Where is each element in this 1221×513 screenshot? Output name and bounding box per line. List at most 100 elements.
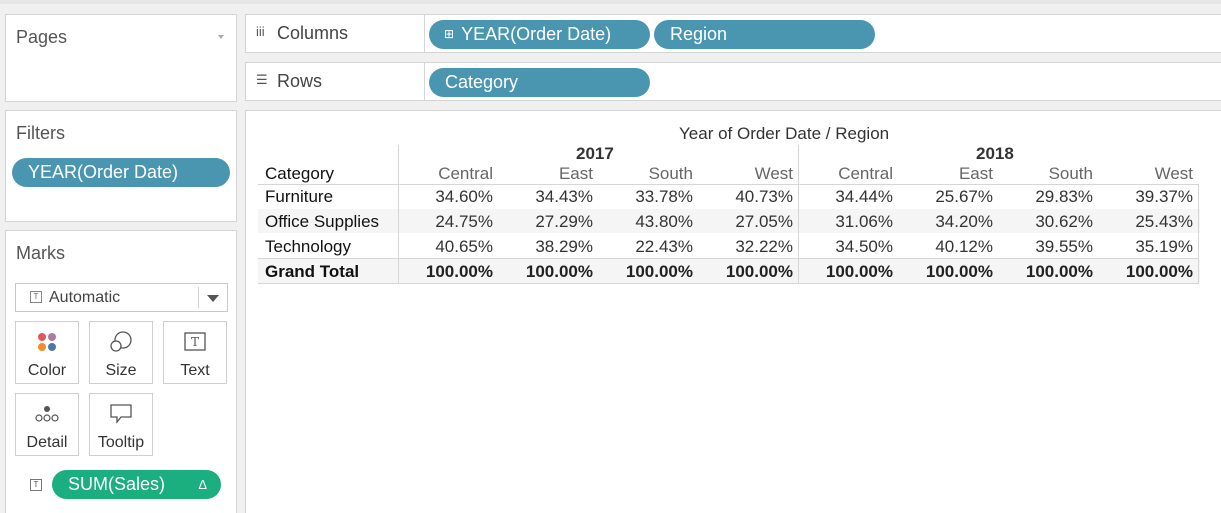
grid-line: [258, 258, 1199, 259]
table-cell[interactable]: 39.55%: [1035, 237, 1093, 256]
row-label-office-supplies[interactable]: Office Supplies: [265, 212, 380, 231]
chevron-down-icon[interactable]: [218, 35, 224, 39]
table-cell-total[interactable]: 100.00%: [925, 262, 993, 281]
table-cell[interactable]: 40.65%: [435, 237, 493, 256]
size-button[interactable]: Size: [89, 321, 153, 384]
filter-pill-label: YEAR(Order Date): [28, 162, 179, 182]
year-header-2017[interactable]: 2017: [576, 144, 614, 163]
table-cell-total[interactable]: 100.00%: [625, 262, 693, 281]
table-cell[interactable]: 34.60%: [435, 187, 493, 206]
region-header[interactable]: East: [958, 164, 993, 183]
table-cell[interactable]: 43.80%: [635, 212, 693, 231]
region-header[interactable]: West: [1154, 164, 1193, 183]
sum-sales-label: SUM(Sales): [68, 474, 166, 494]
view-canvas: Year of Order Date / Region 2017 2018 Ca…: [245, 110, 1221, 513]
category-header[interactable]: Category: [265, 164, 334, 183]
rows-label: Rows: [277, 71, 323, 91]
color-icon: [16, 331, 78, 353]
color-button[interactable]: Color: [15, 321, 79, 384]
table-cell[interactable]: 35.19%: [1135, 237, 1193, 256]
table-cell[interactable]: 39.37%: [1135, 187, 1193, 206]
tooltip-label: Tooltip: [97, 434, 145, 451]
region-header[interactable]: South: [1048, 164, 1093, 183]
columns-shelf-label: iii Columns: [246, 15, 425, 52]
region-header[interactable]: East: [558, 164, 593, 183]
text-icon: T: [164, 331, 226, 353]
filters-card: Filters YEAR(Order Date): [5, 110, 237, 222]
table-cell[interactable]: 32.22%: [735, 237, 793, 256]
row-label-technology[interactable]: Technology: [265, 237, 352, 256]
size-icon: [90, 331, 152, 353]
chevron-down-icon[interactable]: [207, 295, 219, 302]
grid-line: [798, 145, 799, 283]
tooltip-button[interactable]: Tooltip: [89, 393, 153, 456]
delta-icon: Δ: [198, 477, 207, 492]
table-cell[interactable]: 27.29%: [535, 212, 593, 231]
color-label: Color: [27, 362, 67, 379]
table-cell[interactable]: 40.73%: [735, 187, 793, 206]
grid-line: [258, 283, 1199, 284]
sum-sales-pill[interactable]: SUM(Sales) Δ: [52, 470, 221, 499]
pages-card: Pages: [5, 14, 237, 102]
year-header-2018[interactable]: 2018: [976, 144, 1014, 163]
table-cell[interactable]: 25.43%: [1135, 212, 1193, 231]
detail-icon: [16, 403, 78, 425]
size-label: Size: [105, 362, 137, 379]
grid-line: [258, 184, 1199, 185]
row-band: [258, 259, 1200, 283]
columns-icon: iii: [256, 24, 265, 39]
table-cell[interactable]: 34.44%: [835, 187, 893, 206]
row-pill-label: Category: [445, 72, 519, 92]
table-cell[interactable]: 34.50%: [835, 237, 893, 256]
filter-pill-year-order-date[interactable]: YEAR(Order Date): [12, 158, 230, 187]
rows-shelf[interactable]: ☰ Rows Category: [245, 62, 1221, 101]
table-cell[interactable]: 31.06%: [835, 212, 893, 231]
table-cell[interactable]: 27.05%: [735, 212, 793, 231]
table-cell-total[interactable]: 100.00%: [425, 262, 493, 281]
column-pill-region[interactable]: Region: [654, 20, 875, 49]
pages-title: Pages: [16, 27, 68, 47]
table-cell[interactable]: 29.83%: [1035, 187, 1093, 206]
row-pill-category[interactable]: Category: [429, 68, 650, 97]
table-cell-total[interactable]: 100.00%: [725, 262, 793, 281]
table-cell-total[interactable]: 100.00%: [525, 262, 593, 281]
region-header[interactable]: Central: [838, 164, 893, 183]
table-cell-total[interactable]: 100.00%: [1125, 262, 1193, 281]
mark-type-dropdown[interactable]: T Automatic: [15, 283, 228, 312]
row-label-grand-total[interactable]: Grand Total: [265, 262, 360, 281]
filters-title: Filters: [16, 123, 65, 143]
grid-line: [1198, 185, 1199, 283]
rows-shelf-label: ☰ Rows: [246, 63, 425, 100]
grid-line: [398, 145, 399, 283]
text-label: Text: [180, 362, 210, 379]
table-cell[interactable]: 34.20%: [935, 212, 993, 231]
table-cell[interactable]: 38.29%: [535, 237, 593, 256]
region-header[interactable]: Central: [438, 164, 493, 183]
row-band: [258, 209, 1200, 233]
text-button[interactable]: T Text: [163, 321, 227, 384]
table-cell[interactable]: 30.62%: [1035, 212, 1093, 231]
column-pill-label: Region: [670, 24, 728, 44]
columns-shelf[interactable]: iii Columns ⊞ YEAR(Order Date) Region: [245, 14, 1221, 53]
detail-label: Detail: [26, 434, 68, 451]
svg-text:T: T: [191, 335, 199, 349]
table-cell[interactable]: 22.43%: [635, 237, 693, 256]
mark-type-value: Automatic: [49, 289, 121, 306]
table-cell[interactable]: 24.75%: [435, 212, 493, 231]
region-header[interactable]: South: [648, 164, 693, 183]
table-cell[interactable]: 34.43%: [535, 187, 593, 206]
expand-icon[interactable]: ⊞: [444, 27, 455, 41]
text-encoding-icon: T: [30, 479, 42, 491]
dropdown-divider: [198, 287, 199, 308]
table-cell[interactable]: 40.12%: [935, 237, 993, 256]
table-cell[interactable]: 33.78%: [635, 187, 693, 206]
detail-button[interactable]: Detail: [15, 393, 79, 456]
column-pill-label: YEAR(Order Date): [461, 24, 612, 44]
row-label-furniture[interactable]: Furniture: [265, 187, 334, 206]
column-pill-year-order-date[interactable]: ⊞ YEAR(Order Date): [429, 20, 650, 49]
table-cell-total[interactable]: 100.00%: [1025, 262, 1093, 281]
table-cell[interactable]: 25.67%: [935, 187, 993, 206]
region-header[interactable]: West: [754, 164, 793, 183]
table-cell-total[interactable]: 100.00%: [825, 262, 893, 281]
columns-label: Columns: [277, 23, 349, 43]
